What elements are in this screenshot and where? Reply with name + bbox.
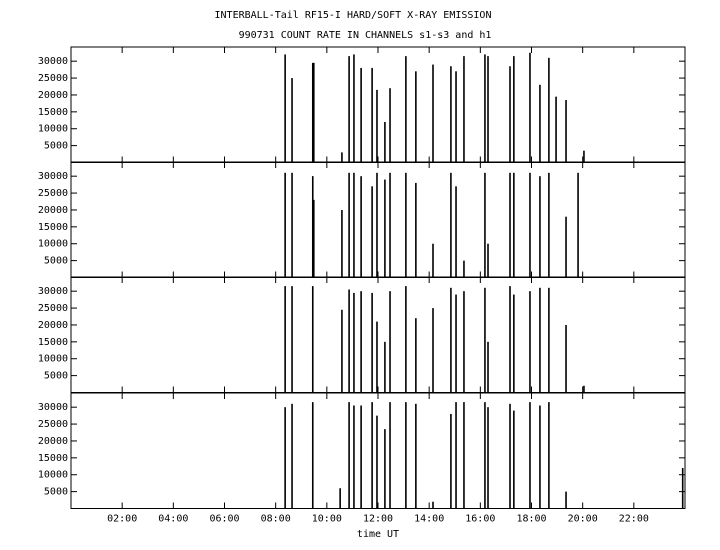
x-tick-label: 20:00 (568, 514, 598, 525)
x-axis-label: time UT (357, 529, 399, 540)
x-tick-label: 06:00 (209, 514, 239, 525)
y-tick-label: 5000 (44, 487, 68, 498)
chart-subtitle: 990731 COUNT RATE IN CHANNELS s1-s3 and … (239, 30, 492, 41)
y-tick-label: 20000 (38, 205, 68, 216)
panel-frame (70, 392, 686, 509)
x-tick-label: 18:00 (516, 514, 546, 525)
y-tick-label: 15000 (38, 222, 68, 233)
y-tick-label: 30000 (38, 171, 68, 182)
y-tick-label: 20000 (38, 90, 68, 101)
chart-title: INTERBALL-Tail RF15-I HARD/SOFT X-RAY EM… (215, 10, 492, 21)
x-tick-label: 08:00 (261, 514, 291, 525)
y-tick-label: 10000 (38, 239, 68, 250)
y-tick-label: 30000 (38, 402, 68, 413)
x-tick-label: 12:00 (363, 514, 393, 525)
y-tick-label: 10000 (38, 354, 68, 365)
x-tick-label: 14:00 (414, 514, 444, 525)
y-tick-label: 10000 (38, 470, 68, 481)
y-tick-label: 30000 (38, 56, 68, 67)
y-tick-label: 5000 (44, 371, 68, 382)
y-tick-label: 20000 (38, 436, 68, 447)
y-tick-label: 15000 (38, 107, 68, 118)
x-tick-label: 22:00 (619, 514, 649, 525)
x-tick-label: 02:00 (107, 514, 137, 525)
y-tick-label: 25000 (38, 303, 68, 314)
x-tick-label: 04:00 (158, 514, 188, 525)
y-tick-label: 20000 (38, 320, 68, 331)
x-tick-label: 10:00 (312, 514, 342, 525)
panel-frame (70, 276, 686, 393)
y-tick-label: 15000 (38, 337, 68, 348)
y-tick-label: 5000 (44, 256, 68, 267)
y-tick-label: 30000 (38, 286, 68, 297)
panel-frame (70, 46, 686, 163)
y-tick-label: 15000 (38, 453, 68, 464)
y-tick-label: 10000 (38, 124, 68, 135)
x-tick-label: 16:00 (465, 514, 495, 525)
y-tick-label: 25000 (38, 73, 68, 84)
y-tick-label: 25000 (38, 419, 68, 430)
panel-frame (70, 161, 686, 278)
y-tick-label: 25000 (38, 188, 68, 199)
y-tick-label: 5000 (44, 141, 68, 152)
